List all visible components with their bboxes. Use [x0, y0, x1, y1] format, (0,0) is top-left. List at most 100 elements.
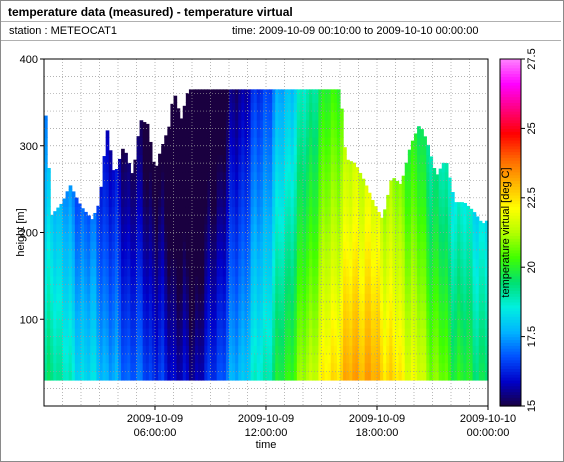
heatmap-cell [259, 319, 264, 329]
heatmap-cell [148, 275, 153, 286]
heatmap-cell [299, 163, 304, 173]
heatmap-cell [65, 241, 70, 251]
heatmap-cell [167, 128, 172, 138]
heatmap-cell [352, 232, 357, 242]
heatmap-cell [114, 249, 119, 260]
heatmap-cell [195, 371, 199, 381]
heatmap-cell [463, 241, 468, 251]
heatmap-cell [290, 284, 295, 294]
heatmap-cell [210, 154, 215, 164]
heatmap-cell [478, 275, 483, 286]
heatmap-cell [426, 223, 431, 234]
heatmap-cell [65, 336, 70, 346]
heatmap-cell [306, 362, 310, 372]
colorbar-band [500, 336, 521, 341]
heatmap-cell [312, 215, 316, 225]
heatmap-cell [84, 249, 88, 260]
heatmap-cell [306, 128, 310, 138]
heatmap-cell [475, 223, 480, 234]
heatmap-cell [173, 189, 178, 199]
heatmap-cell [253, 128, 258, 138]
heatmap-cell [77, 345, 82, 355]
heatmap-cell [266, 258, 270, 268]
heatmap-cell [179, 275, 184, 286]
heatmap-cell [167, 353, 172, 364]
heatmap-cell [121, 353, 125, 364]
colorbar-band [500, 342, 521, 346]
heatmap-cell [460, 284, 464, 294]
heatmap-cell [386, 194, 390, 199]
heatmap-cell [139, 137, 144, 147]
heatmap-cell [173, 249, 178, 260]
heatmap-cell [417, 197, 421, 208]
heatmap-cell [275, 111, 279, 121]
heatmap-cell [466, 345, 471, 355]
heatmap-cell [432, 232, 437, 242]
time-range-label: time: 2009-10-09 00:10:00 to 2009-10-10 … [232, 25, 479, 37]
heatmap-cell [238, 301, 242, 312]
heatmap-cell [312, 345, 316, 355]
heatmap-cell [65, 258, 70, 268]
heatmap-cell [87, 215, 91, 225]
heatmap-cell [284, 223, 289, 234]
heatmap-cell [262, 89, 267, 95]
heatmap-cell [318, 345, 323, 355]
heatmap-cell [386, 241, 390, 251]
heatmap-cell [407, 327, 412, 338]
heatmap-cell [114, 258, 119, 268]
colorbar-band [500, 111, 521, 115]
heatmap-cell [262, 119, 267, 129]
heatmap-cell [259, 301, 264, 312]
heatmap-cell [438, 241, 443, 251]
heatmap-cell [451, 215, 455, 225]
heatmap-cell [179, 189, 184, 199]
heatmap-cell [451, 284, 455, 294]
heatmap-cell [303, 345, 307, 355]
heatmap-cell [259, 215, 264, 225]
heatmap-cell [173, 232, 178, 242]
heatmap-cell [355, 189, 360, 199]
heatmap-cell [105, 353, 110, 364]
heatmap-cell [404, 301, 409, 312]
heatmap-cell [241, 249, 246, 260]
heatmap-cell [56, 293, 61, 303]
heatmap-cell [250, 102, 255, 112]
heatmap-cell [247, 275, 252, 286]
heatmap-cell [469, 215, 474, 225]
heatmap-cell [99, 327, 104, 338]
heatmap-cell [262, 102, 267, 112]
heatmap-cell [395, 284, 400, 294]
heatmap-cell [306, 249, 310, 260]
heatmap-cell [182, 258, 187, 268]
heatmap-cell [380, 327, 384, 338]
heatmap-cell [195, 93, 199, 103]
heatmap-cell [370, 199, 375, 208]
heatmap-cell [84, 371, 88, 381]
heatmap-cell [74, 301, 79, 312]
heatmap-cell [213, 215, 218, 225]
heatmap-cell [414, 362, 418, 372]
heatmap-cell [253, 111, 258, 121]
heatmap-cell [475, 275, 480, 286]
heatmap-cell [454, 284, 458, 294]
heatmap-cell [386, 275, 390, 286]
heatmap-cell [225, 371, 230, 381]
heatmap-cell [293, 353, 298, 364]
heatmap-cell [204, 189, 209, 199]
heatmap-cell [213, 111, 218, 121]
heatmap-cell [429, 275, 434, 286]
heatmap-cell [420, 301, 424, 312]
colorbar-band [500, 287, 521, 291]
heatmap-cell [161, 327, 165, 338]
heatmap-cell [207, 362, 212, 372]
heatmap-cell [309, 275, 313, 286]
heatmap-cell [423, 284, 427, 294]
heatmap-cell [139, 258, 144, 268]
heatmap-cell [272, 145, 276, 156]
heatmap-cell [173, 137, 178, 147]
heatmap-cell [272, 267, 276, 277]
heatmap-cell [136, 241, 141, 251]
heatmap-cell [451, 301, 455, 312]
heatmap-cell [410, 215, 415, 225]
heatmap-cell [173, 163, 178, 173]
